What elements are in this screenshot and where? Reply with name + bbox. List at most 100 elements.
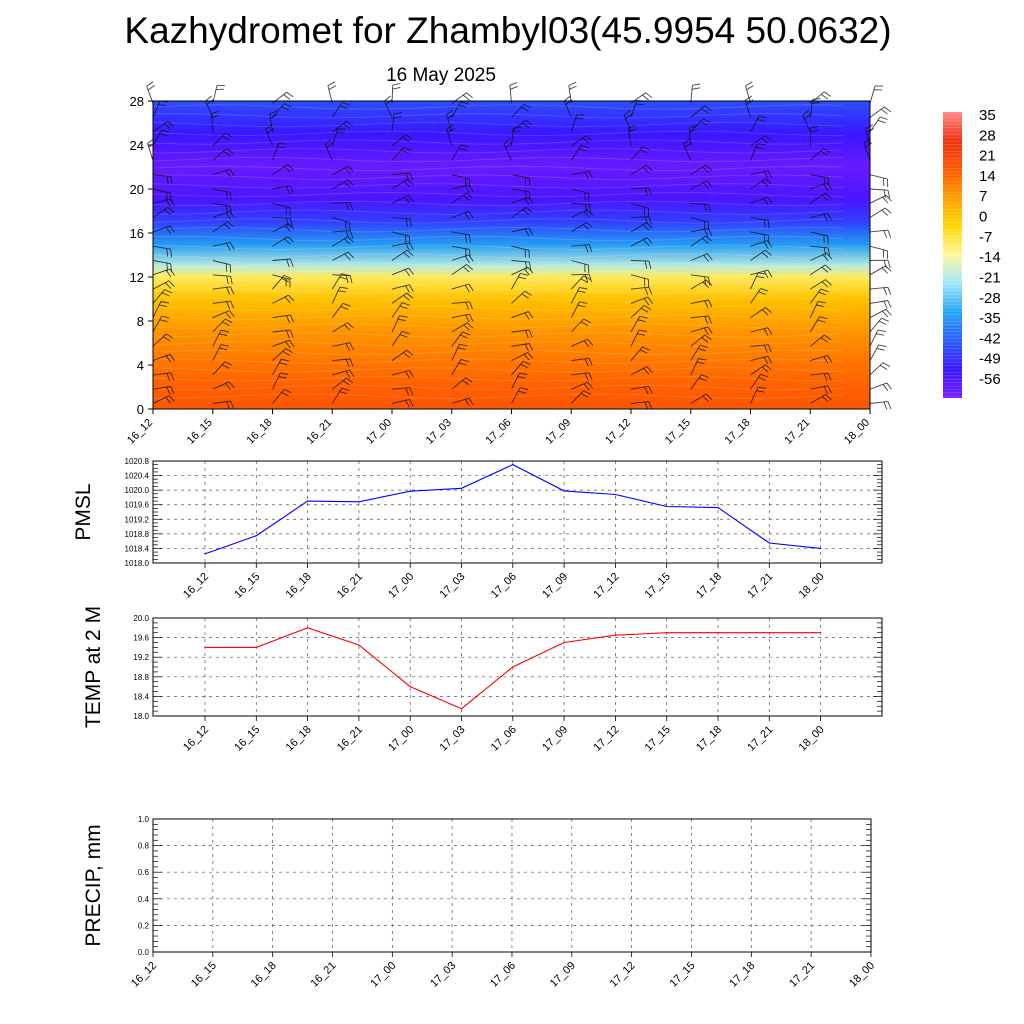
- pmsl-data-point: [512, 464, 514, 466]
- wind-barb-feather: [702, 281, 709, 288]
- wind-barb-feather: [463, 324, 470, 331]
- wind-barb-feather: [346, 377, 354, 384]
- wind-barb: [152, 225, 171, 233]
- wind-barb: [571, 381, 588, 390]
- wind-barb: [630, 385, 649, 390]
- precip-x-tick-label: 16_18: [249, 960, 279, 990]
- wind-barb: [391, 331, 403, 347]
- wind-barb-feather: [468, 397, 474, 406]
- wind-barb-feather: [347, 322, 354, 329]
- wind-barb-feather: [761, 252, 769, 258]
- wind-barb-feather: [704, 276, 707, 285]
- wind-barb-feather: [824, 192, 832, 199]
- wind-barb: [391, 172, 410, 176]
- wind-barb-feather: [887, 287, 892, 295]
- wind-barb-feather: [409, 242, 414, 251]
- wind-barb-feather: [326, 142, 334, 148]
- wind-barb-feather: [280, 372, 289, 375]
- wind-barb-feather: [340, 306, 349, 310]
- wind-barb-feather: [282, 350, 290, 356]
- pmsl-y-tick-label: 1019.6: [125, 501, 150, 510]
- precip-x-tick-label: 16_12: [129, 960, 159, 990]
- wind-barb-feather: [406, 292, 414, 299]
- wind-barb: [630, 164, 647, 176]
- wind-barb-feather: [409, 284, 414, 292]
- wind-barb-feather: [519, 387, 529, 390]
- pmsl-x-tick-label: 17_03: [438, 571, 468, 601]
- wind-barb-feather: [524, 261, 528, 270]
- wind-barb: [750, 135, 766, 147]
- wind-barb-feather: [696, 361, 705, 365]
- wind-barb: [152, 100, 161, 118]
- wind-barb-feather: [646, 164, 653, 172]
- wind-barb-feather: [463, 194, 470, 201]
- wind-barb-feather: [406, 249, 414, 256]
- wind-barb: [571, 244, 590, 247]
- wind-barb-feather: [528, 196, 534, 204]
- wind-barb: [690, 315, 709, 319]
- wind-barb-feather: [692, 83, 701, 86]
- wind-barb-feather: [580, 321, 589, 326]
- wind-barb-feather: [528, 311, 534, 319]
- colorbar-label: -21: [979, 269, 1001, 286]
- wind-barb: [331, 286, 341, 304]
- wind-barb-feather: [162, 336, 171, 342]
- wind-barb-feather: [286, 218, 289, 227]
- wind-barb-feather: [168, 280, 175, 288]
- wind-barb-feather: [882, 196, 889, 204]
- wind-barb: [630, 260, 650, 262]
- wind-barb-feather: [385, 99, 393, 106]
- wind-barb-feather: [819, 316, 828, 320]
- wind-barb-feather: [403, 252, 410, 259]
- wind-barb-feather: [409, 370, 414, 378]
- wind-barb: [750, 217, 769, 221]
- wind-barb-feather: [877, 119, 886, 124]
- wind-barb-feather: [327, 81, 336, 87]
- heatmap-x-tick-label: 17_21: [782, 417, 812, 447]
- wind-barb: [152, 188, 171, 194]
- temp-2m-panel: 18.0 18.4 18.8 19.2 19.6 20.0 16_12 16_15 16_18 1…: [82, 606, 883, 754]
- wind-barb-feather: [527, 266, 534, 274]
- pmsl-x-tick-label: 17_06: [489, 571, 519, 601]
- temp2m-data-point: [666, 632, 668, 634]
- wind-barb-feather: [168, 395, 175, 402]
- wind-barb: [869, 300, 888, 304]
- wind-barb-feather: [519, 372, 528, 375]
- wind-barb-feather: [224, 223, 231, 230]
- wind-barb: [511, 207, 527, 218]
- wind-barb: [212, 310, 230, 319]
- wind-barb: [809, 147, 824, 161]
- wind-barb-feather: [161, 129, 170, 133]
- wind-barb: [272, 217, 291, 220]
- pmsl-y-tick-label: 1018.0: [125, 559, 150, 568]
- wind-barb-feather: [820, 288, 829, 293]
- wind-barb-feather: [460, 334, 468, 339]
- wind-barb: [331, 273, 342, 290]
- wind-barb-feather: [409, 218, 413, 227]
- wind-barb: [690, 253, 708, 261]
- wind-barb-feather: [278, 376, 287, 379]
- wind-barb: [212, 168, 231, 176]
- wind-barb: [152, 315, 163, 333]
- heatmap-x-tick-label: 17_09: [543, 417, 573, 447]
- wind-barb-feather: [825, 279, 832, 286]
- wind-barb-feather: [512, 130, 521, 133]
- temp2m-data-point: [768, 632, 770, 634]
- wind-barb: [810, 213, 828, 219]
- wind-barb-feather: [226, 401, 231, 410]
- wind-barb-feather: [166, 262, 168, 271]
- wind-barb: [750, 269, 769, 276]
- wind-barb: [383, 101, 393, 118]
- wind-barb-feather: [707, 228, 713, 236]
- wind-barb: [511, 103, 525, 118]
- wind-barb-feather: [228, 310, 235, 318]
- wind-barb-feather: [765, 249, 772, 256]
- wind-barb-feather: [577, 304, 586, 308]
- precip-y-axis-label: PRECIP, mm: [82, 824, 105, 946]
- wind-barb: [152, 372, 171, 376]
- wind-barb: [750, 307, 766, 319]
- wind-barb-feather: [824, 334, 832, 341]
- wind-barb-feather: [708, 315, 712, 324]
- wind-barb-feather: [584, 171, 589, 180]
